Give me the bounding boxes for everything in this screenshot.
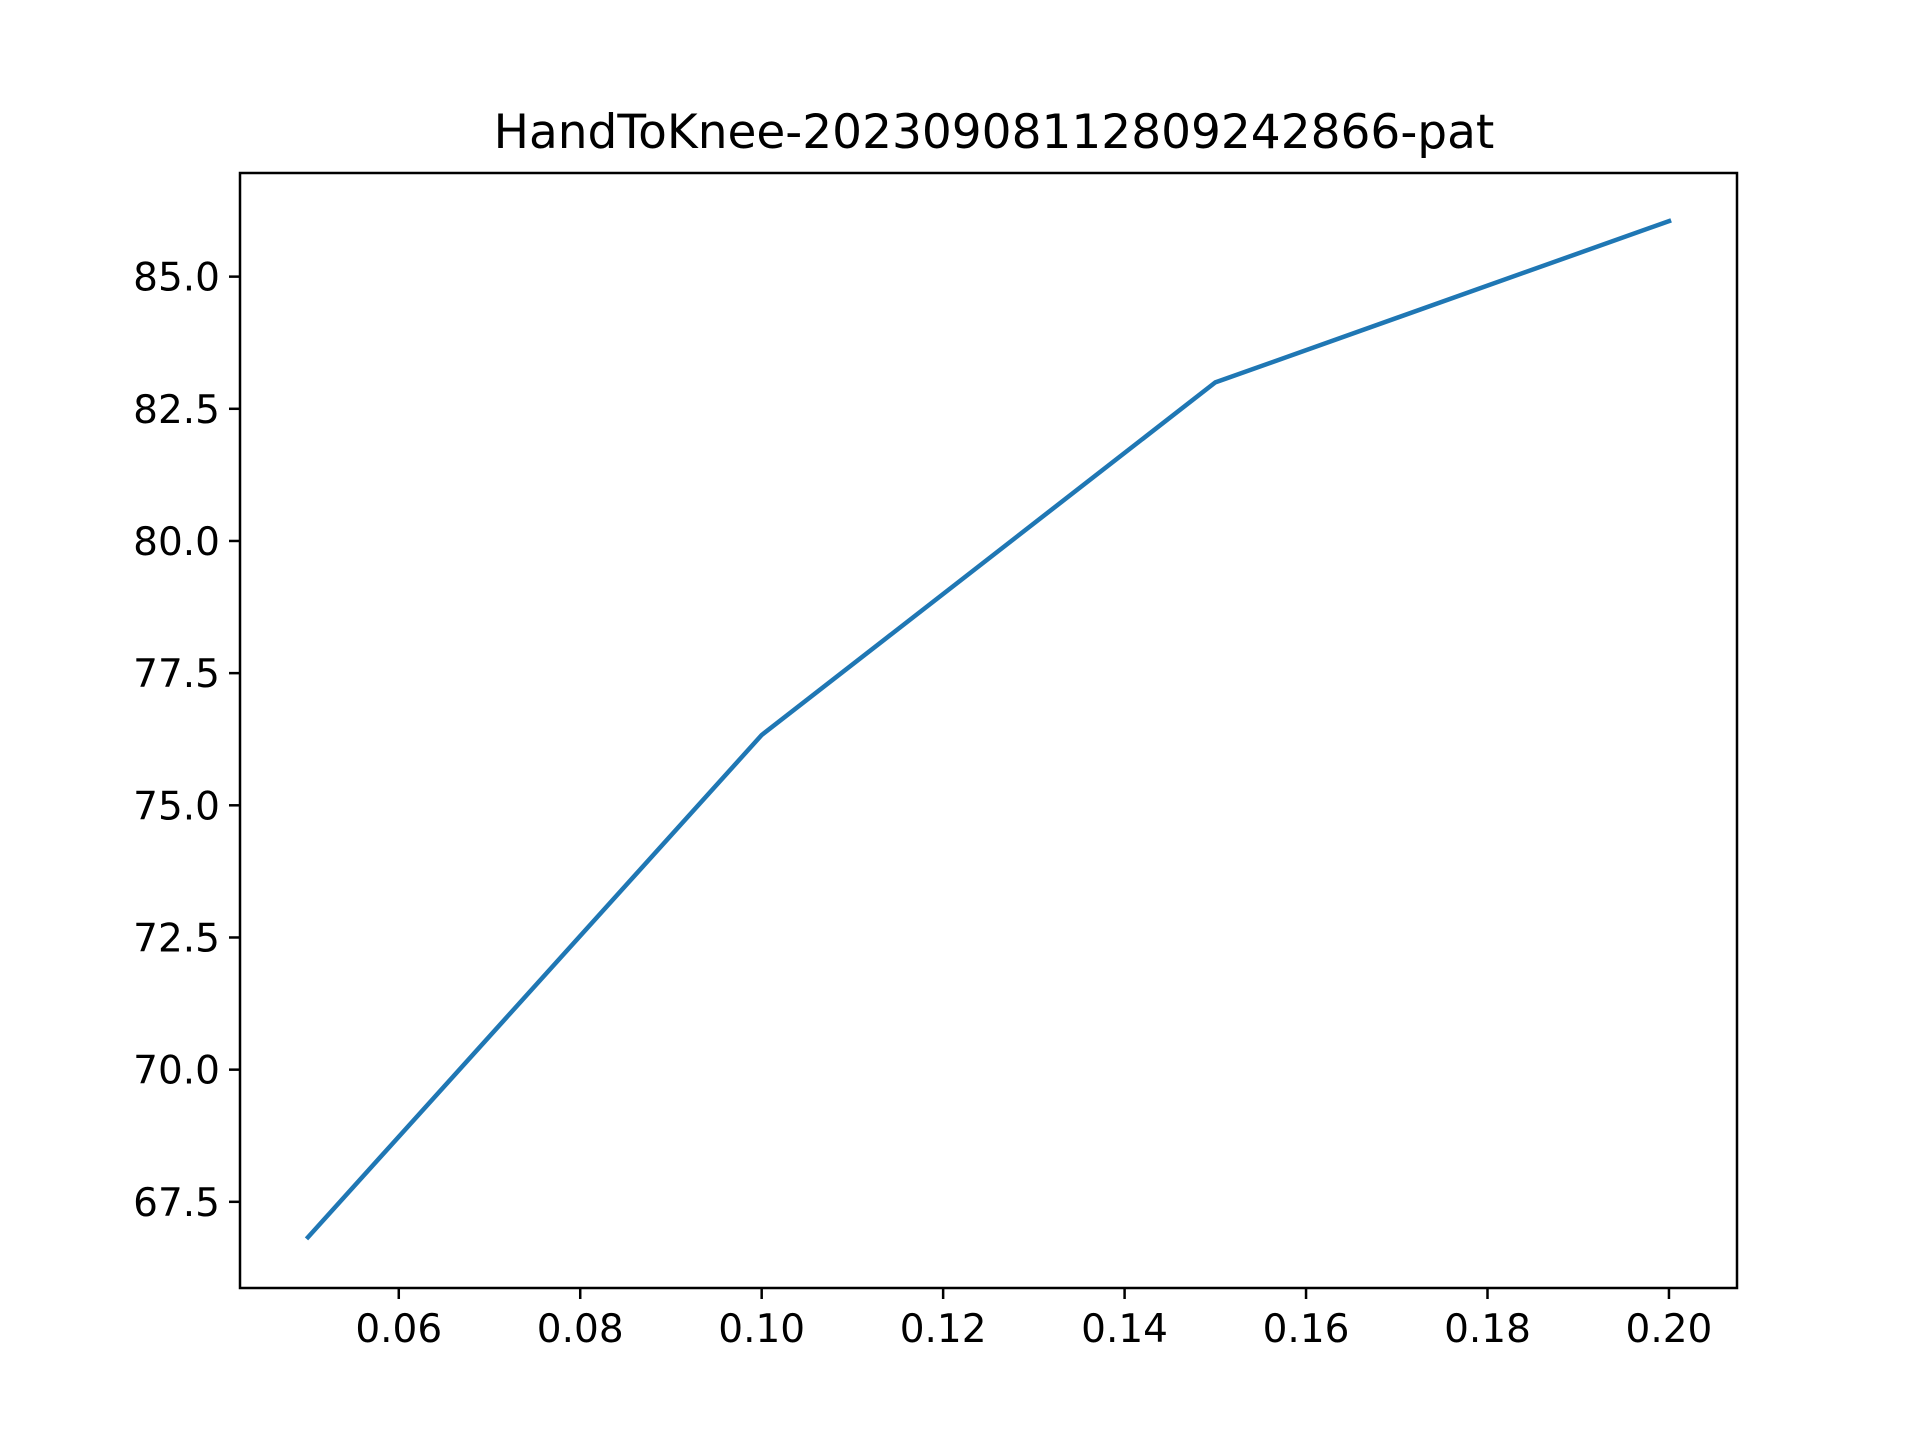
y-tick-label: 85.0 xyxy=(133,256,220,301)
x-tick-label: 0.14 xyxy=(1081,1307,1168,1352)
x-tick-label: 0.08 xyxy=(537,1307,624,1352)
chart-title: HandToKnee-20230908112809242866-pat xyxy=(494,105,1495,160)
x-tick-label: 0.16 xyxy=(1263,1307,1350,1352)
x-axis: 0.06 0.08 0.10 0.12 0.14 0.16 0.18 0.20 xyxy=(355,1288,1712,1352)
x-tick-label: 0.10 xyxy=(718,1307,805,1352)
y-tick-label: 72.5 xyxy=(133,916,220,961)
x-tick-label: 0.06 xyxy=(355,1307,442,1352)
y-tick-label: 80.0 xyxy=(133,520,220,565)
series-layer xyxy=(304,218,1672,1241)
plot-area xyxy=(238,171,1739,1290)
x-tick-label: 0.12 xyxy=(900,1307,987,1352)
x-tick-label: 0.18 xyxy=(1444,1307,1531,1352)
y-axis: 67.5 70.0 72.5 75.0 77.5 80.0 82.5 85.0 xyxy=(133,256,240,1226)
x-tick-label: 0.20 xyxy=(1626,1307,1713,1352)
y-tick-label: 75.0 xyxy=(133,784,220,829)
series-line xyxy=(304,218,1672,1241)
y-tick-label: 82.5 xyxy=(133,388,220,433)
y-tick-label: 77.5 xyxy=(133,652,220,697)
y-tick-label: 70.0 xyxy=(133,1049,220,1094)
y-tick-label: 67.5 xyxy=(133,1181,220,1226)
